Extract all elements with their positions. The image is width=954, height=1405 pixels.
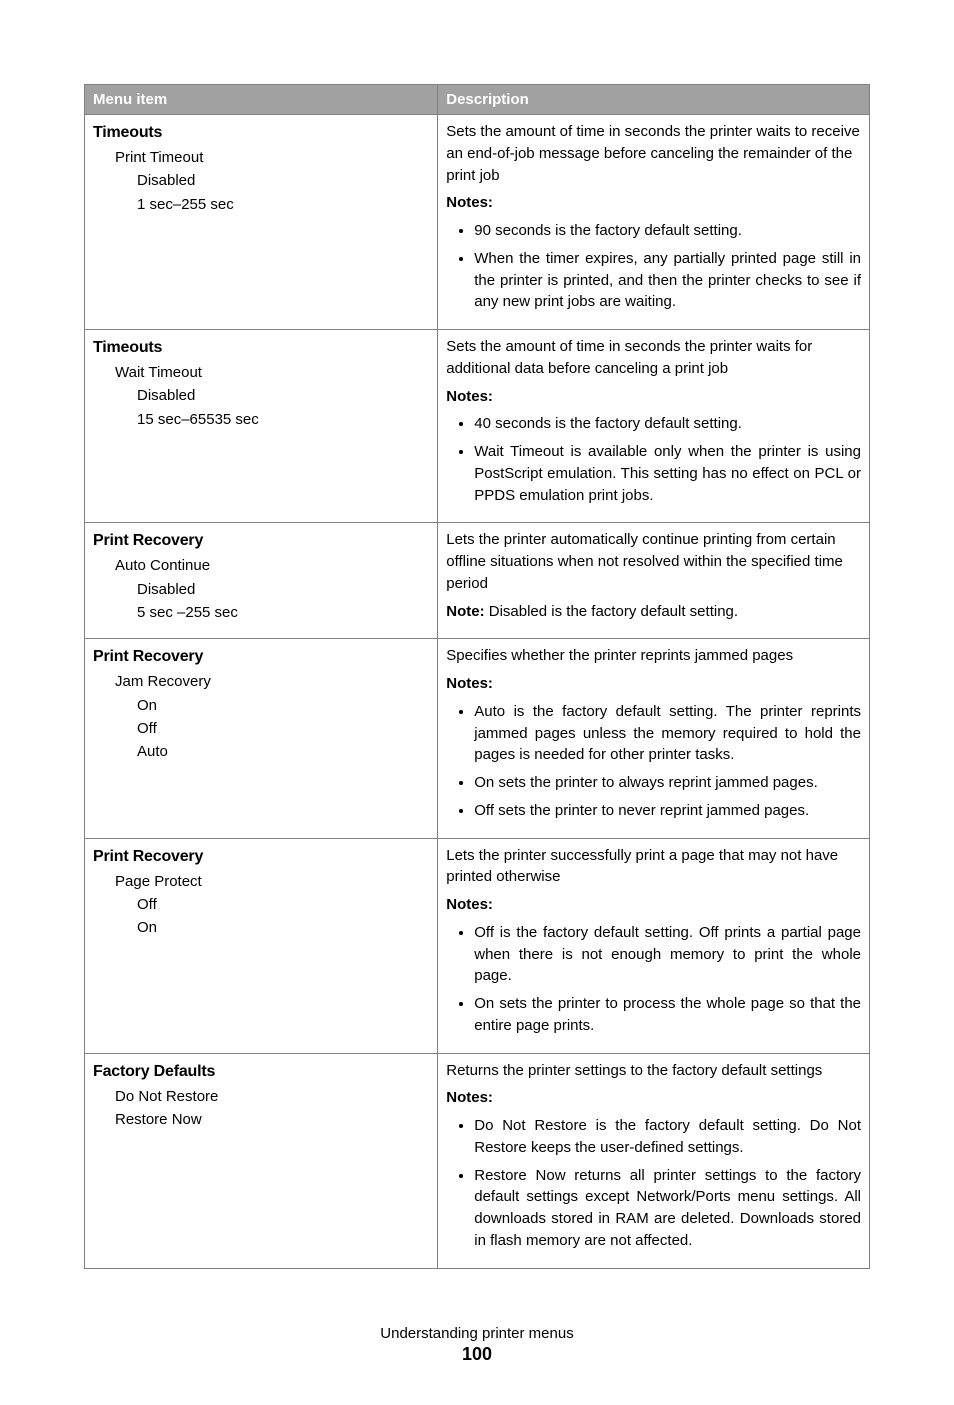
description-lead: Sets the amount of time in seconds the p… [446, 121, 861, 186]
table-header-row: Menu item Description [85, 85, 870, 115]
menu-table: Menu item Description Timeouts Print Tim… [84, 84, 870, 1269]
menu-item-cell: Timeouts Wait Timeout Disabled 15 sec–65… [85, 330, 438, 523]
note-item: On sets the printer to process the whole… [474, 993, 861, 1037]
menu-title: Timeouts [93, 336, 429, 359]
notes-label: Notes: [446, 194, 493, 211]
notes-list: Do Not Restore is the factory default se… [446, 1115, 861, 1252]
menu-option: 15 sec–65535 sec [137, 408, 429, 431]
description-lead: Returns the printer settings to the fact… [446, 1060, 861, 1082]
menu-item-cell: Factory Defaults Do Not Restore Restore … [85, 1053, 438, 1268]
table-row: Timeouts Wait Timeout Disabled 15 sec–65… [85, 330, 870, 523]
menu-title: Print Recovery [93, 645, 429, 668]
note-item: On sets the printer to always reprint ja… [474, 772, 861, 794]
page-number: 100 [84, 1344, 870, 1365]
menu-item-cell: Print Recovery Jam Recovery On Off Auto [85, 639, 438, 838]
menu-option: Restore Now [115, 1108, 429, 1131]
table-row: Print Recovery Auto Continue Disabled 5 … [85, 523, 870, 639]
table-row: Timeouts Print Timeout Disabled 1 sec–25… [85, 115, 870, 330]
col-header-description: Description [438, 85, 870, 115]
description-lead: Lets the printer automatically continue … [446, 529, 861, 594]
menu-option: Disabled [137, 169, 429, 192]
menu-title: Timeouts [93, 121, 429, 144]
note-label: Note: [446, 603, 484, 620]
menu-item-cell: Timeouts Print Timeout Disabled 1 sec–25… [85, 115, 438, 330]
description-cell: Lets the printer automatically continue … [438, 523, 870, 639]
menu-item-cell: Print Recovery Auto Continue Disabled 5 … [85, 523, 438, 639]
menu-option: Auto [137, 740, 429, 763]
menu-option: 5 sec –255 sec [137, 601, 429, 624]
notes-label: Notes: [446, 896, 493, 913]
menu-option: Wait Timeout [115, 361, 429, 384]
description-cell: Returns the printer settings to the fact… [438, 1053, 870, 1268]
note-item: 90 seconds is the factory default settin… [474, 220, 861, 242]
notes-list: Off is the factory default setting. Off … [446, 922, 861, 1037]
description-cell: Specifies whether the printer reprints j… [438, 639, 870, 838]
table-row: Print Recovery Page Protect Off On Lets … [85, 838, 870, 1053]
notes-label: Notes: [446, 1089, 493, 1106]
menu-title: Print Recovery [93, 845, 429, 868]
note-item: When the timer expires, any partially pr… [474, 248, 861, 313]
notes-label: Notes: [446, 675, 493, 692]
note-item: Restore Now returns all printer settings… [474, 1165, 861, 1252]
table-row: Factory Defaults Do Not Restore Restore … [85, 1053, 870, 1268]
description-cell: Sets the amount of time in seconds the p… [438, 330, 870, 523]
menu-option: 1 sec–255 sec [137, 193, 429, 216]
note-item: Do Not Restore is the factory default se… [474, 1115, 861, 1159]
menu-option: Off [137, 893, 429, 916]
note-item: Off is the factory default setting. Off … [474, 922, 861, 987]
menu-title: Factory Defaults [93, 1060, 429, 1083]
table-row: Print Recovery Jam Recovery On Off Auto … [85, 639, 870, 838]
note-item: Auto is the factory default setting. The… [474, 701, 861, 766]
notes-label: Notes: [446, 388, 493, 405]
menu-option: On [137, 694, 429, 717]
notes-list: Auto is the factory default setting. The… [446, 701, 861, 822]
menu-option: Off [137, 717, 429, 740]
menu-option: Do Not Restore [115, 1085, 429, 1108]
page-footer: Understanding printer menus 100 [84, 1325, 870, 1365]
notes-list: 90 seconds is the factory default settin… [446, 220, 861, 313]
page: Menu item Description Timeouts Print Tim… [0, 0, 954, 1405]
description-cell: Lets the printer successfully print a pa… [438, 838, 870, 1053]
footer-caption: Understanding printer menus [84, 1325, 870, 1342]
menu-option: Disabled [137, 384, 429, 407]
description-cell: Sets the amount of time in seconds the p… [438, 115, 870, 330]
notes-list: 40 seconds is the factory default settin… [446, 413, 861, 506]
note-text: Disabled is the factory default setting. [485, 603, 738, 620]
note-item: 40 seconds is the factory default settin… [474, 413, 861, 435]
menu-item-cell: Print Recovery Page Protect Off On [85, 838, 438, 1053]
menu-option: Print Timeout [115, 146, 429, 169]
description-lead: Specifies whether the printer reprints j… [446, 645, 861, 667]
menu-option: Jam Recovery [115, 670, 429, 693]
note-item: Off sets the printer to never reprint ja… [474, 800, 861, 822]
description-lead: Lets the printer successfully print a pa… [446, 845, 861, 889]
menu-title: Print Recovery [93, 529, 429, 552]
menu-option: Auto Continue [115, 554, 429, 577]
col-header-menu-item: Menu item [85, 85, 438, 115]
menu-option: Disabled [137, 578, 429, 601]
note-item: Wait Timeout is available only when the … [474, 441, 861, 506]
menu-option: On [137, 916, 429, 939]
menu-option: Page Protect [115, 870, 429, 893]
description-lead: Sets the amount of time in seconds the p… [446, 336, 861, 380]
